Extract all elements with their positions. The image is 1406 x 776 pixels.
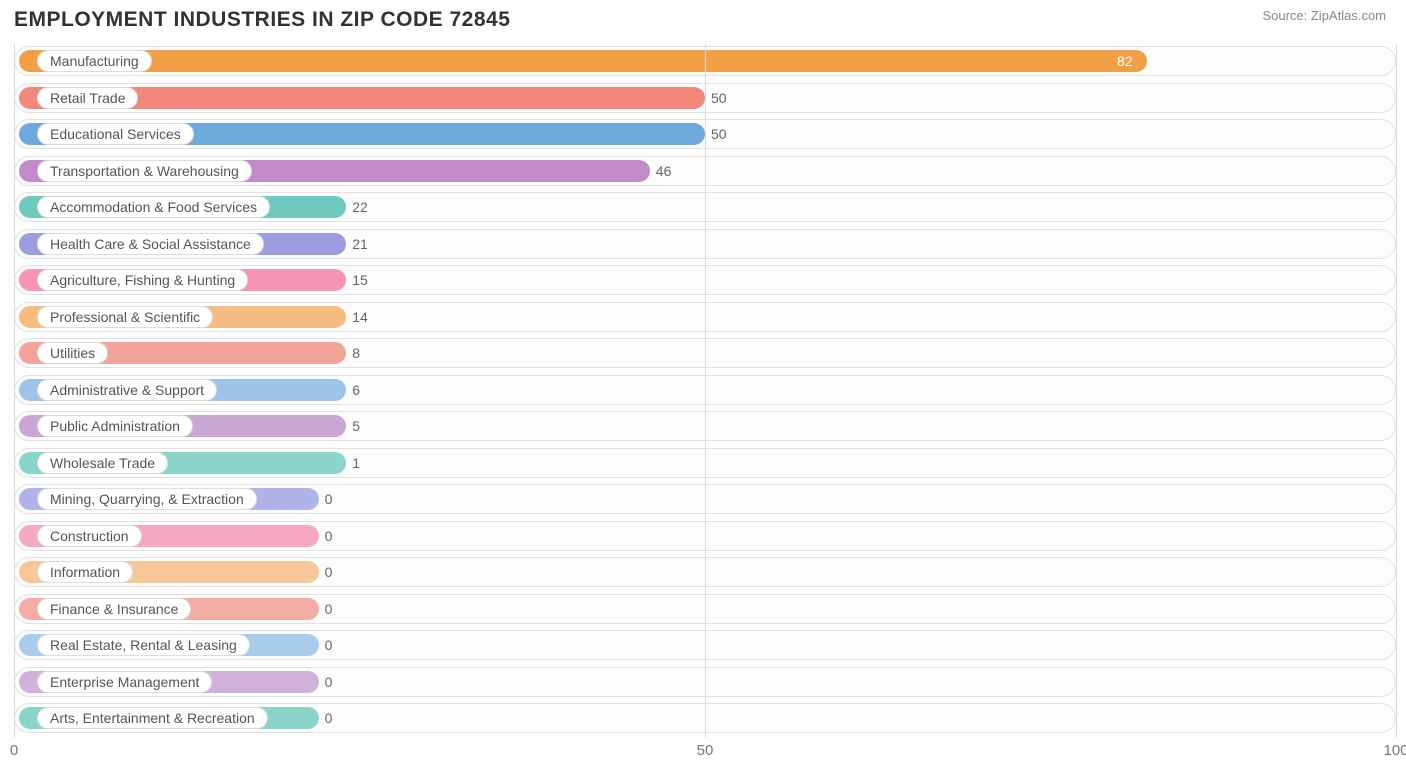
chart-title: EMPLOYMENT INDUSTRIES IN ZIP CODE 72845: [14, 8, 510, 32]
bar-label: Transportation & Warehousing: [37, 160, 252, 182]
bar-value: 6: [352, 382, 360, 398]
bar-label: Accommodation & Food Services: [37, 196, 270, 218]
bar-value: 46: [656, 163, 672, 179]
chart-plot-area: Manufacturing82Retail Trade50Educational…: [14, 44, 1396, 738]
bar-label: Health Care & Social Assistance: [37, 233, 264, 255]
x-axis-tick: 100: [1383, 742, 1406, 759]
bar-label: Manufacturing: [37, 50, 152, 72]
bar-value: 0: [325, 564, 333, 580]
bar-label: Arts, Entertainment & Recreation: [37, 707, 268, 729]
gridline: [705, 44, 706, 738]
bar-label: Educational Services: [37, 123, 194, 145]
bar-value: 0: [325, 710, 333, 726]
bar-label: Information: [37, 561, 133, 583]
chart-header: EMPLOYMENT INDUSTRIES IN ZIP CODE 72845 …: [0, 0, 1406, 36]
bar-value: 21: [352, 236, 368, 252]
bar-value: 50: [711, 126, 727, 142]
bar-value: 15: [352, 272, 368, 288]
bar-label: Professional & Scientific: [37, 306, 213, 328]
bar-label: Utilities: [37, 342, 108, 364]
bar-label: Public Administration: [37, 415, 193, 437]
bar-fill: [19, 50, 1147, 72]
bar-label: Mining, Quarrying, & Extraction: [37, 488, 257, 510]
gridline: [1396, 44, 1397, 738]
bar-label: Agriculture, Fishing & Hunting: [37, 269, 248, 291]
x-axis: 050100: [14, 742, 1396, 766]
bar-label: Real Estate, Rental & Leasing: [37, 634, 250, 656]
x-axis-tick: 0: [10, 742, 18, 759]
bar-label: Enterprise Management: [37, 671, 212, 693]
bar-value: 50: [711, 90, 727, 106]
bar-value: 0: [325, 528, 333, 544]
bar-value: 22: [352, 199, 368, 215]
x-axis-tick: 50: [697, 742, 714, 759]
bar-value: 82: [1117, 53, 1133, 69]
bar-label: Finance & Insurance: [37, 598, 191, 620]
gridline: [14, 44, 15, 738]
bar-value: 8: [352, 345, 360, 361]
bar-value: 0: [325, 601, 333, 617]
bar-value: 0: [325, 637, 333, 653]
bar-label: Wholesale Trade: [37, 452, 168, 474]
bar-value: 1: [352, 455, 360, 471]
bar-value: 5: [352, 418, 360, 434]
bar-label: Administrative & Support: [37, 379, 217, 401]
bar-value: 0: [325, 491, 333, 507]
chart-source: Source: ZipAtlas.com: [1262, 8, 1386, 23]
bar-value: 14: [352, 309, 368, 325]
bar-label: Retail Trade: [37, 87, 138, 109]
bar-label: Construction: [37, 525, 142, 547]
bar-value: 0: [325, 674, 333, 690]
